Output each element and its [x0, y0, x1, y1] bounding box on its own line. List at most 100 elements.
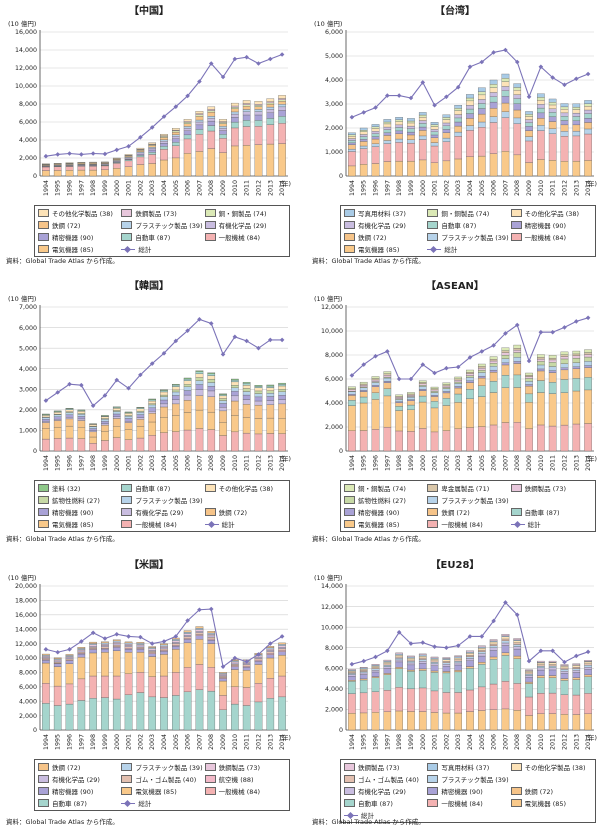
- bar-segment: [513, 709, 522, 731]
- bar-segment: [501, 645, 510, 653]
- bar-segment: [501, 708, 510, 731]
- source-note: 資料：Global Trade Atlas から作成。: [312, 535, 425, 543]
- bar-segment: [136, 150, 145, 152]
- bar-segment: [278, 399, 286, 405]
- x-tick-label: 2010: [232, 734, 239, 750]
- bar-segment: [359, 672, 368, 675]
- bar-segment: [359, 396, 368, 404]
- legend-item: 電気機器 (85): [121, 786, 202, 796]
- bar-segment: [348, 388, 356, 390]
- bar-segment: [525, 669, 533, 671]
- bar-segment: [525, 675, 533, 678]
- bar-segment: [219, 126, 227, 129]
- bar-segment: [53, 410, 62, 412]
- bar-segment: [442, 132, 451, 139]
- bar-segment: [171, 145, 180, 159]
- bar-segment: [112, 437, 121, 452]
- x-tick-label: 2000: [114, 455, 121, 471]
- bar-segment: [160, 643, 168, 646]
- total-point: [585, 71, 591, 77]
- bar-segment: [477, 91, 486, 96]
- bar-segment: [407, 655, 415, 658]
- legend-label: 電気機器 (85): [52, 246, 94, 254]
- legend-item: 電気機器 (85): [38, 244, 119, 254]
- bar-segment: [477, 710, 486, 731]
- bar-segment: [278, 433, 286, 452]
- bar-segment: [112, 168, 121, 177]
- bar-segment: [254, 659, 263, 662]
- bar-segment: [53, 660, 62, 663]
- bar-segment: [489, 122, 498, 154]
- bar-segment: [42, 421, 50, 423]
- x-tick-label: 2007: [196, 734, 203, 750]
- bar-segment: [560, 106, 569, 110]
- legend-label: 鉄鋼製品 (73): [524, 485, 567, 493]
- total-point: [373, 105, 378, 110]
- bar-segment: [231, 379, 239, 383]
- total-point: [102, 151, 108, 157]
- bar-segment: [171, 142, 180, 146]
- bar-segment: [348, 430, 356, 452]
- bar-segment: [231, 121, 239, 129]
- legend-swatch: [204, 787, 216, 795]
- bar-segment: [242, 120, 251, 127]
- legend-item: 有機化学品 (29): [38, 774, 119, 784]
- x-tick-label: 1995: [55, 734, 62, 750]
- bar-segment: [242, 100, 251, 104]
- bar-segment: [454, 712, 463, 731]
- bar-segment: [101, 424, 109, 432]
- bar-segment: [572, 679, 581, 696]
- bar-segment: [278, 123, 286, 144]
- x-tick-label: 2012: [561, 180, 568, 196]
- bar-segment: [89, 643, 97, 645]
- total-point: [361, 658, 367, 664]
- x-tick-label: 1997: [78, 180, 85, 196]
- bar-segment: [195, 664, 204, 690]
- legend-item: 電気機器 (85): [344, 244, 425, 254]
- bar-segment: [466, 689, 474, 712]
- bar-segment: [278, 654, 286, 677]
- bar-segment: [537, 104, 545, 109]
- bar-segment: [231, 662, 239, 665]
- bar-segment: [371, 163, 380, 177]
- bar-segment: [160, 675, 168, 698]
- legend-label: プラスチック製品 (39): [135, 222, 203, 230]
- legend-swatch: [510, 521, 525, 527]
- y-tick-label: 6,000: [325, 665, 343, 672]
- x-tick-label: 2009: [220, 455, 227, 471]
- y-tick-label: 3,000: [19, 386, 37, 393]
- legend-label: 一般機械 (84): [218, 234, 261, 242]
- bar-segment: [359, 130, 368, 132]
- bar-segment: [112, 698, 121, 731]
- bar-segment: [454, 380, 463, 383]
- bar-segment: [537, 669, 545, 676]
- bar-segment: [348, 693, 356, 714]
- legend-label: 自動車 (87): [135, 485, 171, 493]
- bar-segment: [395, 127, 403, 132]
- bar-segment: [466, 108, 474, 114]
- x-tick-label: 2012: [255, 455, 262, 471]
- bar-segment: [89, 428, 97, 431]
- legend-label: プラスチック製品 (39): [135, 764, 203, 772]
- bar-segment: [207, 396, 216, 413]
- bar-segment: [513, 683, 522, 711]
- bar-segment: [548, 382, 557, 394]
- bar-segment: [148, 152, 157, 155]
- total-point: [256, 61, 261, 66]
- bar-segment: [489, 92, 498, 97]
- bar-segment: [572, 357, 581, 363]
- bar-segment: [219, 410, 227, 423]
- bar-segment: [42, 413, 50, 415]
- bar-segment: [383, 666, 392, 669]
- bar-segment: [359, 679, 368, 694]
- x-tick-label: 2001: [432, 180, 439, 196]
- bar-segment: [266, 390, 275, 394]
- bar-segment: [525, 111, 533, 115]
- bar-segment: [418, 687, 427, 712]
- bar-segment: [231, 661, 239, 664]
- bar-segment: [371, 379, 380, 382]
- bar-segment: [477, 646, 486, 649]
- bar-segment: [348, 673, 356, 675]
- bar-segment: [124, 413, 133, 416]
